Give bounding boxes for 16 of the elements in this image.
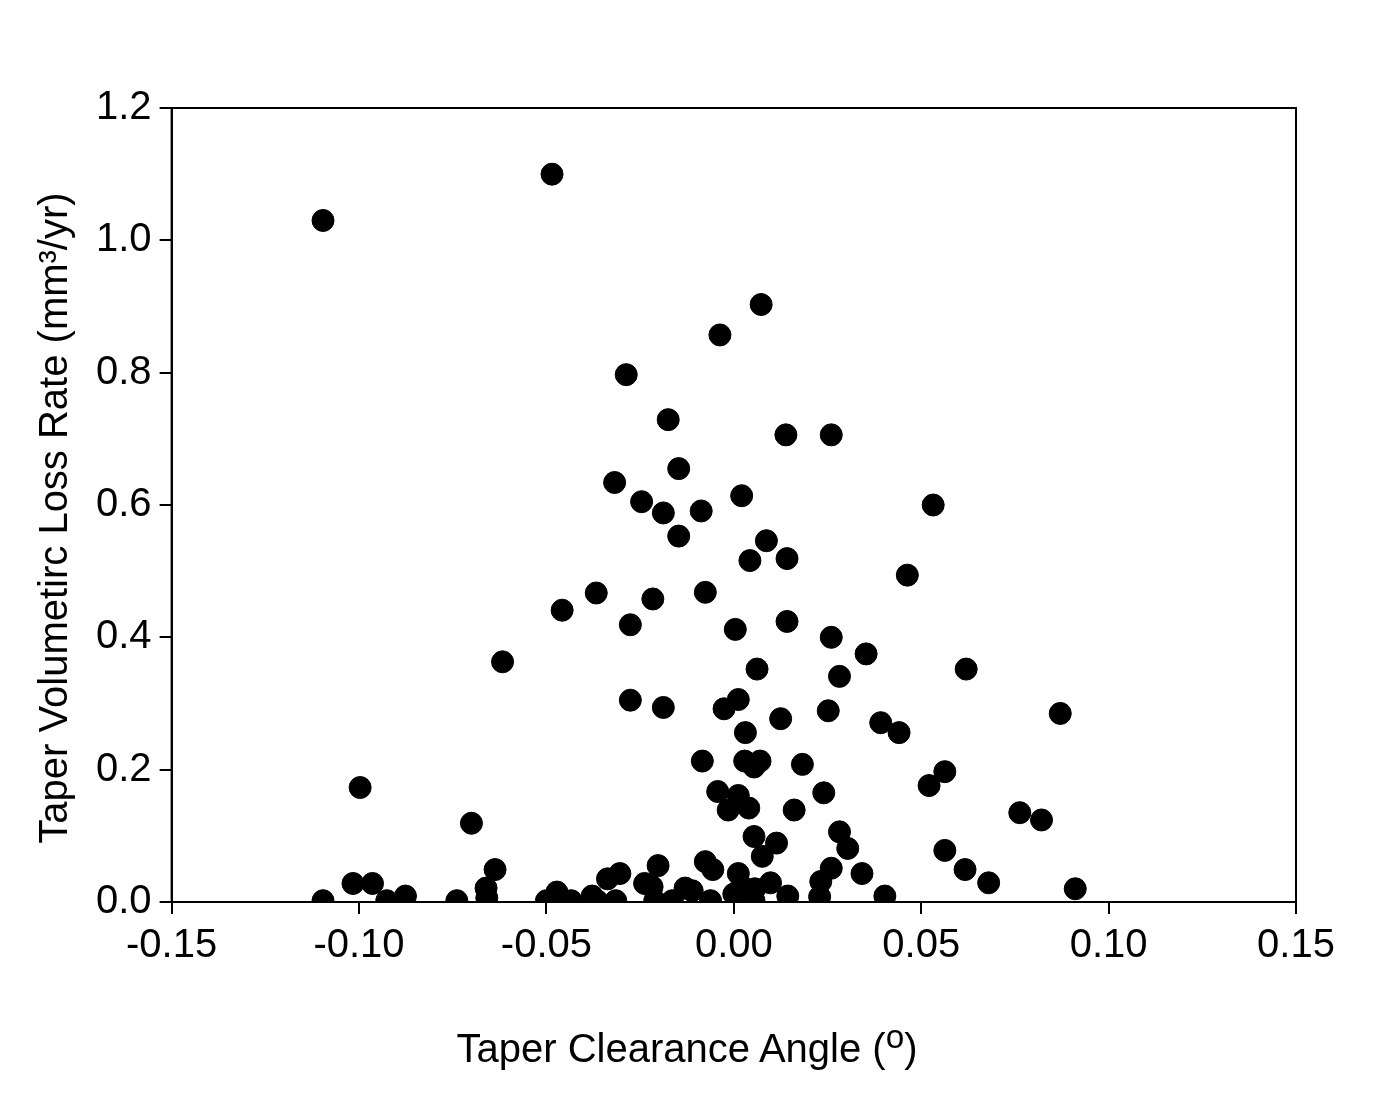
y-tick-label: 0.0 bbox=[96, 877, 152, 922]
y-tick-label: 1.0 bbox=[96, 215, 152, 260]
x-tick-label: -0.05 bbox=[500, 921, 592, 966]
x-tick-label: 0.00 bbox=[694, 921, 773, 966]
x-tick-label: 0.10 bbox=[1069, 921, 1148, 966]
x-axis-title: Taper Clearance Angle ($^{o}$) bbox=[455, 1018, 919, 1072]
x-tick-label: 0.15 bbox=[1257, 921, 1335, 966]
y-tick-label: 0.8 bbox=[96, 347, 152, 392]
x-tick-label: 0.05 bbox=[882, 921, 961, 966]
y-tick-label: 0.4 bbox=[96, 612, 152, 657]
y-tick-label: 0.2 bbox=[96, 744, 152, 789]
y-tick-label: 0.6 bbox=[96, 480, 152, 525]
y-axis-title: Taper Volumetirc Loss Rate (mm³/yr) bbox=[30, 192, 76, 844]
x-tick-label: -0.10 bbox=[313, 921, 405, 966]
y-tick-label: 1.2 bbox=[96, 83, 152, 128]
x-tick-label: -0.15 bbox=[126, 921, 218, 966]
